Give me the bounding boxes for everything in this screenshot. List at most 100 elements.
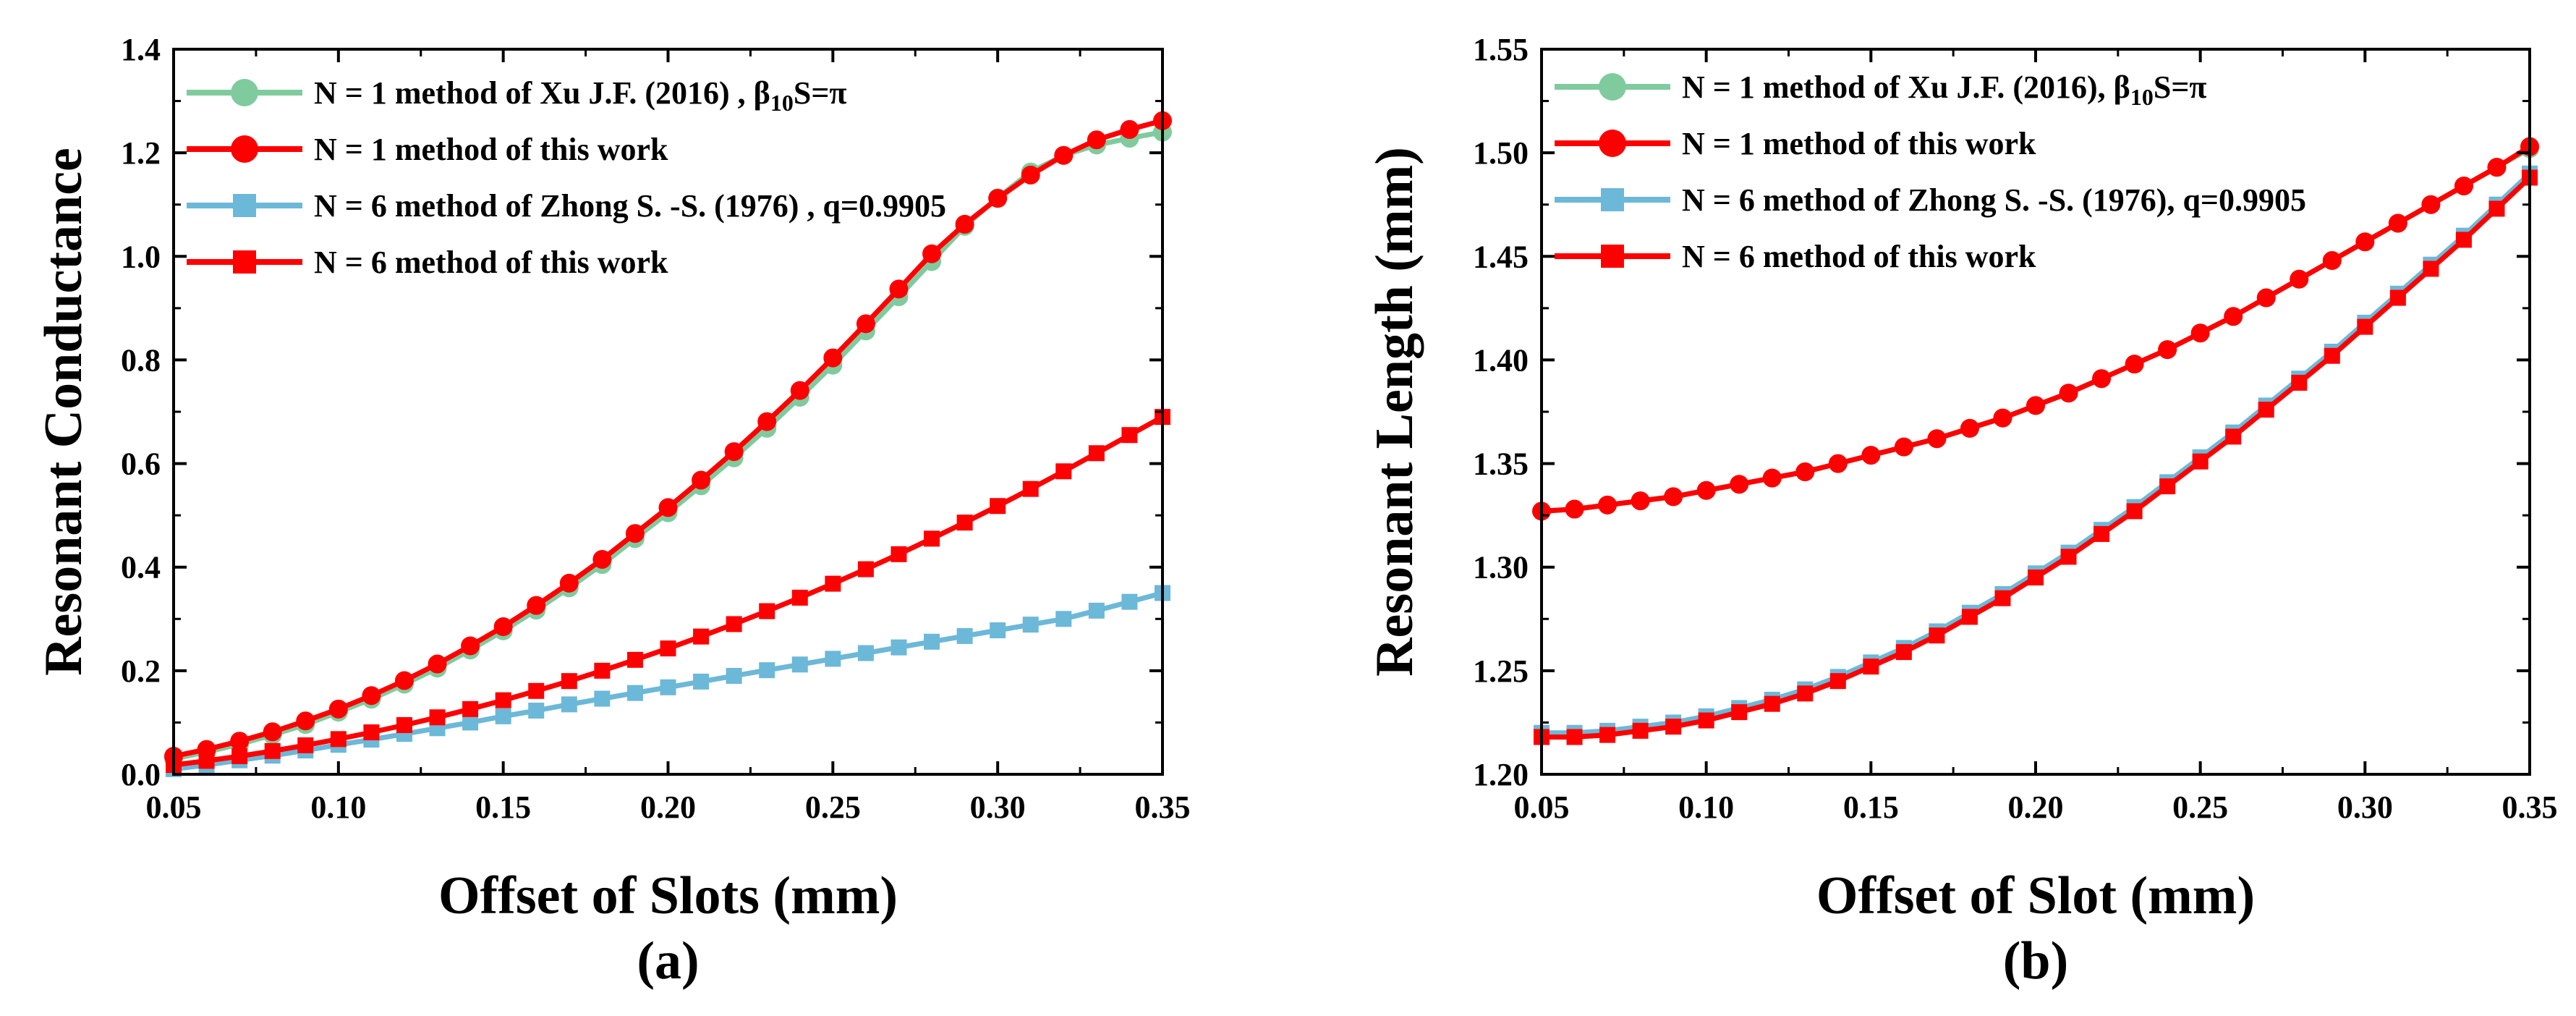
legend-item: N = 1 method of Xu J.F. (2016), β10S=π [1555, 69, 2207, 110]
data-point [1795, 462, 1815, 482]
data-point [2224, 307, 2243, 326]
data-point [1762, 468, 1782, 488]
legend-swatch-marker [233, 194, 256, 217]
data-point [2357, 318, 2373, 335]
b-series-4 [1534, 169, 2538, 745]
data-point [924, 530, 940, 547]
panel-a-y-axis-title: Resonant Conductance [34, 148, 93, 676]
data-point [956, 627, 973, 644]
panel-a-series-layer [164, 111, 1172, 777]
data-point [726, 616, 742, 632]
panel-b-y-axis-title: Resonant Length (mm) [1365, 147, 1424, 677]
legend-label: N = 6 method of this work [314, 245, 668, 280]
y-tick-label: 1.25 [1473, 653, 1529, 689]
data-point [2355, 232, 2375, 252]
data-point [462, 700, 479, 717]
data-point [1054, 145, 1074, 165]
data-point [2125, 355, 2144, 374]
data-point [362, 686, 381, 706]
data-point [2290, 269, 2309, 289]
data-point [2455, 232, 2472, 248]
data-point [1829, 673, 1846, 690]
y-tick-label: 1.4 [121, 32, 161, 67]
legend-swatch-marker [1601, 245, 1624, 268]
data-point [693, 628, 710, 645]
data-point [594, 690, 611, 707]
data-point [825, 651, 841, 667]
data-point [594, 662, 611, 679]
legend-item: N = 6 method of Zhong S. -S. (1976) , q=… [187, 188, 946, 224]
data-point [955, 214, 974, 234]
legend-item: N = 6 method of this work [1555, 239, 2036, 274]
data-point [1055, 611, 1072, 627]
data-point [297, 737, 314, 753]
legend-label: N = 1 method of Xu J.F. (2016), β10S=π [1682, 69, 2207, 110]
data-point [2388, 213, 2407, 233]
x-tick-label: 0.30 [970, 789, 1026, 825]
x-tick-label: 0.15 [475, 789, 531, 825]
data-point [1961, 609, 1978, 625]
legend-label: N = 1 method of this work [314, 132, 668, 167]
data-point [1120, 119, 1139, 139]
data-point [330, 731, 347, 748]
legend-label: N = 6 method of this work [1682, 239, 2036, 274]
data-point [1632, 722, 1649, 739]
data-point [296, 711, 315, 731]
data-point [328, 699, 348, 719]
a-series-4 [166, 409, 1170, 774]
data-point [263, 722, 282, 742]
data-point [495, 708, 511, 724]
y-tick-label: 1.30 [1473, 550, 1529, 585]
a-series-3 [166, 585, 1170, 777]
data-point [790, 381, 809, 400]
data-point [428, 654, 447, 674]
legend-label: N = 1 method of this work [1682, 126, 2036, 161]
data-point [1698, 712, 1714, 729]
data-point [264, 742, 281, 759]
data-point [1894, 437, 1913, 457]
data-point [857, 645, 874, 661]
data-point [2060, 549, 2077, 565]
data-point [2324, 347, 2340, 364]
data-point [1731, 704, 1748, 721]
data-point [825, 575, 841, 592]
data-point [528, 702, 545, 719]
data-point [2158, 340, 2177, 360]
data-point [1764, 695, 1780, 712]
legend-item: N = 6 method of this work [187, 245, 668, 280]
data-point [1960, 418, 1979, 438]
data-point [924, 633, 940, 650]
data-point [1121, 427, 1138, 444]
data-point [1828, 454, 1848, 473]
x-tick-label: 0.10 [310, 789, 366, 825]
data-point [625, 524, 645, 543]
y-tick-label: 0.8 [121, 342, 161, 378]
y-tick-label: 0.0 [121, 757, 161, 792]
data-point [1599, 727, 1616, 743]
data-point [1797, 685, 1814, 702]
data-point [857, 561, 874, 577]
data-point [759, 662, 775, 679]
data-point [559, 573, 579, 593]
data-point [2487, 158, 2507, 177]
data-point [2454, 176, 2473, 195]
legend-label: N = 6 method of Zhong S. -S. (1976), q=0… [1682, 182, 2306, 218]
legend-item: N = 1 method of Xu J.F. (2016) , β10S=π [187, 75, 847, 116]
data-point [1993, 408, 2012, 428]
panel-a-chart: 0.05 0.10 0.15 0.20 0.25 0.30 0.35 0.0 0.2 0.4 0.6… [34, 32, 1191, 991]
panel-b-series-layer [1532, 137, 2539, 745]
data-point [990, 498, 1006, 515]
data-point [922, 244, 942, 263]
data-point [626, 651, 643, 668]
y-tick-label: 0.2 [121, 653, 161, 689]
data-point [528, 682, 545, 699]
data-point [2225, 428, 2242, 445]
data-point [396, 717, 412, 734]
data-point [2026, 396, 2045, 415]
data-point [759, 603, 775, 619]
data-point [230, 732, 250, 751]
y-tick-label: 0.4 [121, 550, 161, 585]
data-point [1927, 429, 1947, 449]
data-point [2256, 288, 2276, 308]
